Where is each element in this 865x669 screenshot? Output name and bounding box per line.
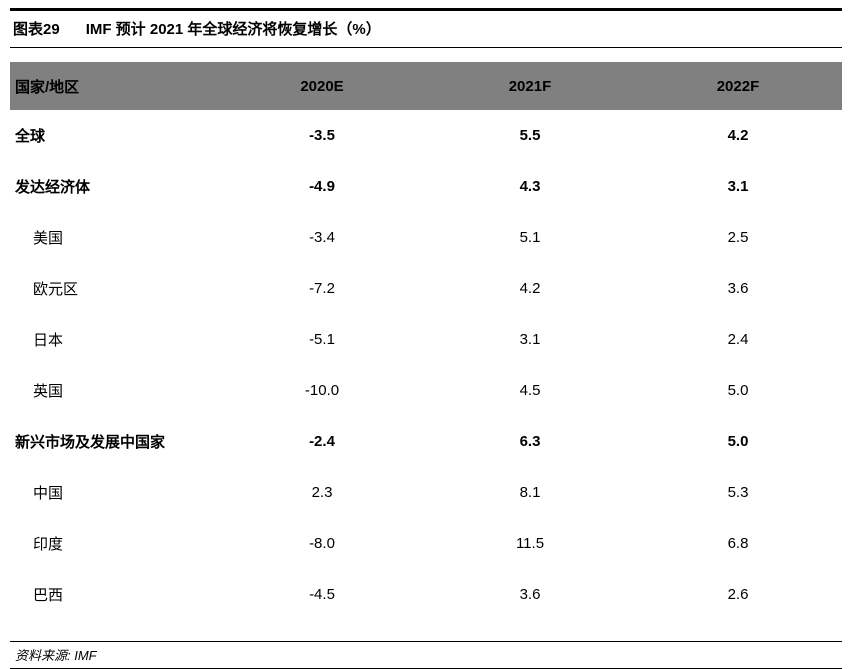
row-label: 欧元区 [33, 281, 79, 298]
row-value-2022f: 3.1 [727, 178, 749, 195]
row-value-2021f: 5.1 [519, 229, 541, 246]
row-label: 全球 [15, 128, 46, 145]
column-header-2021f: 2021F [508, 77, 552, 95]
table-row: 美国 -3.4 5.1 2.5 [10, 212, 842, 263]
row-label: 印度 [33, 536, 64, 553]
table-row: 新兴市场及发展中国家 -2.4 6.3 5.0 [10, 416, 842, 467]
column-header-region: 国家/地区 [15, 78, 80, 96]
row-value-2020e: -2.4 [309, 433, 335, 450]
figure-table-29: 图表29 IMF 预计 2021 年全球经济将恢复增长（%） 国家/地区 2020… [10, 8, 842, 669]
row-value-2021f: 4.3 [519, 178, 541, 195]
column-header-2020e: 2020E [300, 77, 344, 95]
row-value-2022f: 6.8 [727, 535, 749, 552]
table-header-row: 国家/地区 2020E 2021F 2022F [10, 62, 842, 110]
forecast-table: 国家/地区 2020E 2021F 2022F 全球 -3.5 5.5 4.2 … [10, 62, 842, 620]
table-row: 欧元区 -7.2 4.2 3.6 [10, 263, 842, 314]
row-value-2020e: -3.5 [309, 127, 335, 144]
row-label: 发达经济体 [15, 179, 91, 196]
row-label: 巴西 [33, 587, 64, 604]
table-row: 发达经济体 -4.9 4.3 3.1 [10, 161, 842, 212]
row-value-2020e: -10.0 [304, 382, 340, 399]
row-value-2021f: 11.5 [515, 535, 545, 552]
row-value-2020e: -7.2 [309, 280, 335, 297]
row-value-2022f: 2.6 [727, 586, 749, 603]
row-value-2021f: 3.6 [519, 586, 541, 603]
table-row: 中国 2.3 8.1 5.3 [10, 467, 842, 518]
figure-title: 图表29 IMF 预计 2021 年全球经济将恢复增长（%） [13, 18, 839, 39]
source-note: 资料来源: IMF [15, 648, 97, 663]
table-row: 印度 -8.0 11.5 6.8 [10, 518, 842, 569]
row-value-2021f: 8.1 [519, 484, 541, 501]
row-value-2022f: 3.6 [727, 280, 749, 297]
row-value-2020e: 2.3 [311, 484, 333, 501]
figure-title-text: IMF 预计 2021 年全球经济将恢复增长（%） [85, 21, 381, 38]
row-value-2020e: -4.5 [309, 586, 335, 603]
figure-title-block: 图表29 IMF 预计 2021 年全球经济将恢复增长（%） [10, 8, 842, 48]
row-value-2021f: 4.5 [519, 382, 541, 399]
figure-number: 图表29 [13, 21, 60, 38]
row-label: 美国 [33, 230, 64, 247]
row-value-2022f: 5.0 [727, 433, 749, 450]
table-row: 英国 -10.0 4.5 5.0 [10, 365, 842, 416]
table-row: 日本 -5.1 3.1 2.4 [10, 314, 842, 365]
row-value-2021f: 5.5 [519, 127, 541, 144]
column-header-2022f: 2022F [716, 77, 760, 95]
row-value-2022f: 5.3 [727, 484, 749, 501]
row-label: 中国 [33, 485, 64, 502]
row-value-2020e: -8.0 [309, 535, 335, 552]
row-label: 新兴市场及发展中国家 [15, 434, 166, 451]
row-value-2021f: 4.2 [519, 280, 541, 297]
row-value-2022f: 5.0 [727, 382, 749, 399]
row-value-2021f: 6.3 [519, 433, 541, 450]
row-value-2022f: 2.5 [727, 229, 749, 246]
row-value-2020e: -3.4 [309, 229, 335, 246]
table-row: 全球 -3.5 5.5 4.2 [10, 110, 842, 161]
row-label: 日本 [33, 332, 64, 349]
row-value-2020e: -4.9 [309, 178, 335, 195]
row-value-2022f: 4.2 [727, 127, 749, 144]
row-value-2021f: 3.1 [519, 331, 541, 348]
row-label: 英国 [33, 383, 64, 400]
row-value-2020e: -5.1 [309, 331, 335, 348]
source-block: 资料来源: IMF [10, 641, 842, 669]
row-value-2022f: 2.4 [727, 331, 749, 348]
table-row: 巴西 -4.5 3.6 2.6 [10, 569, 842, 620]
